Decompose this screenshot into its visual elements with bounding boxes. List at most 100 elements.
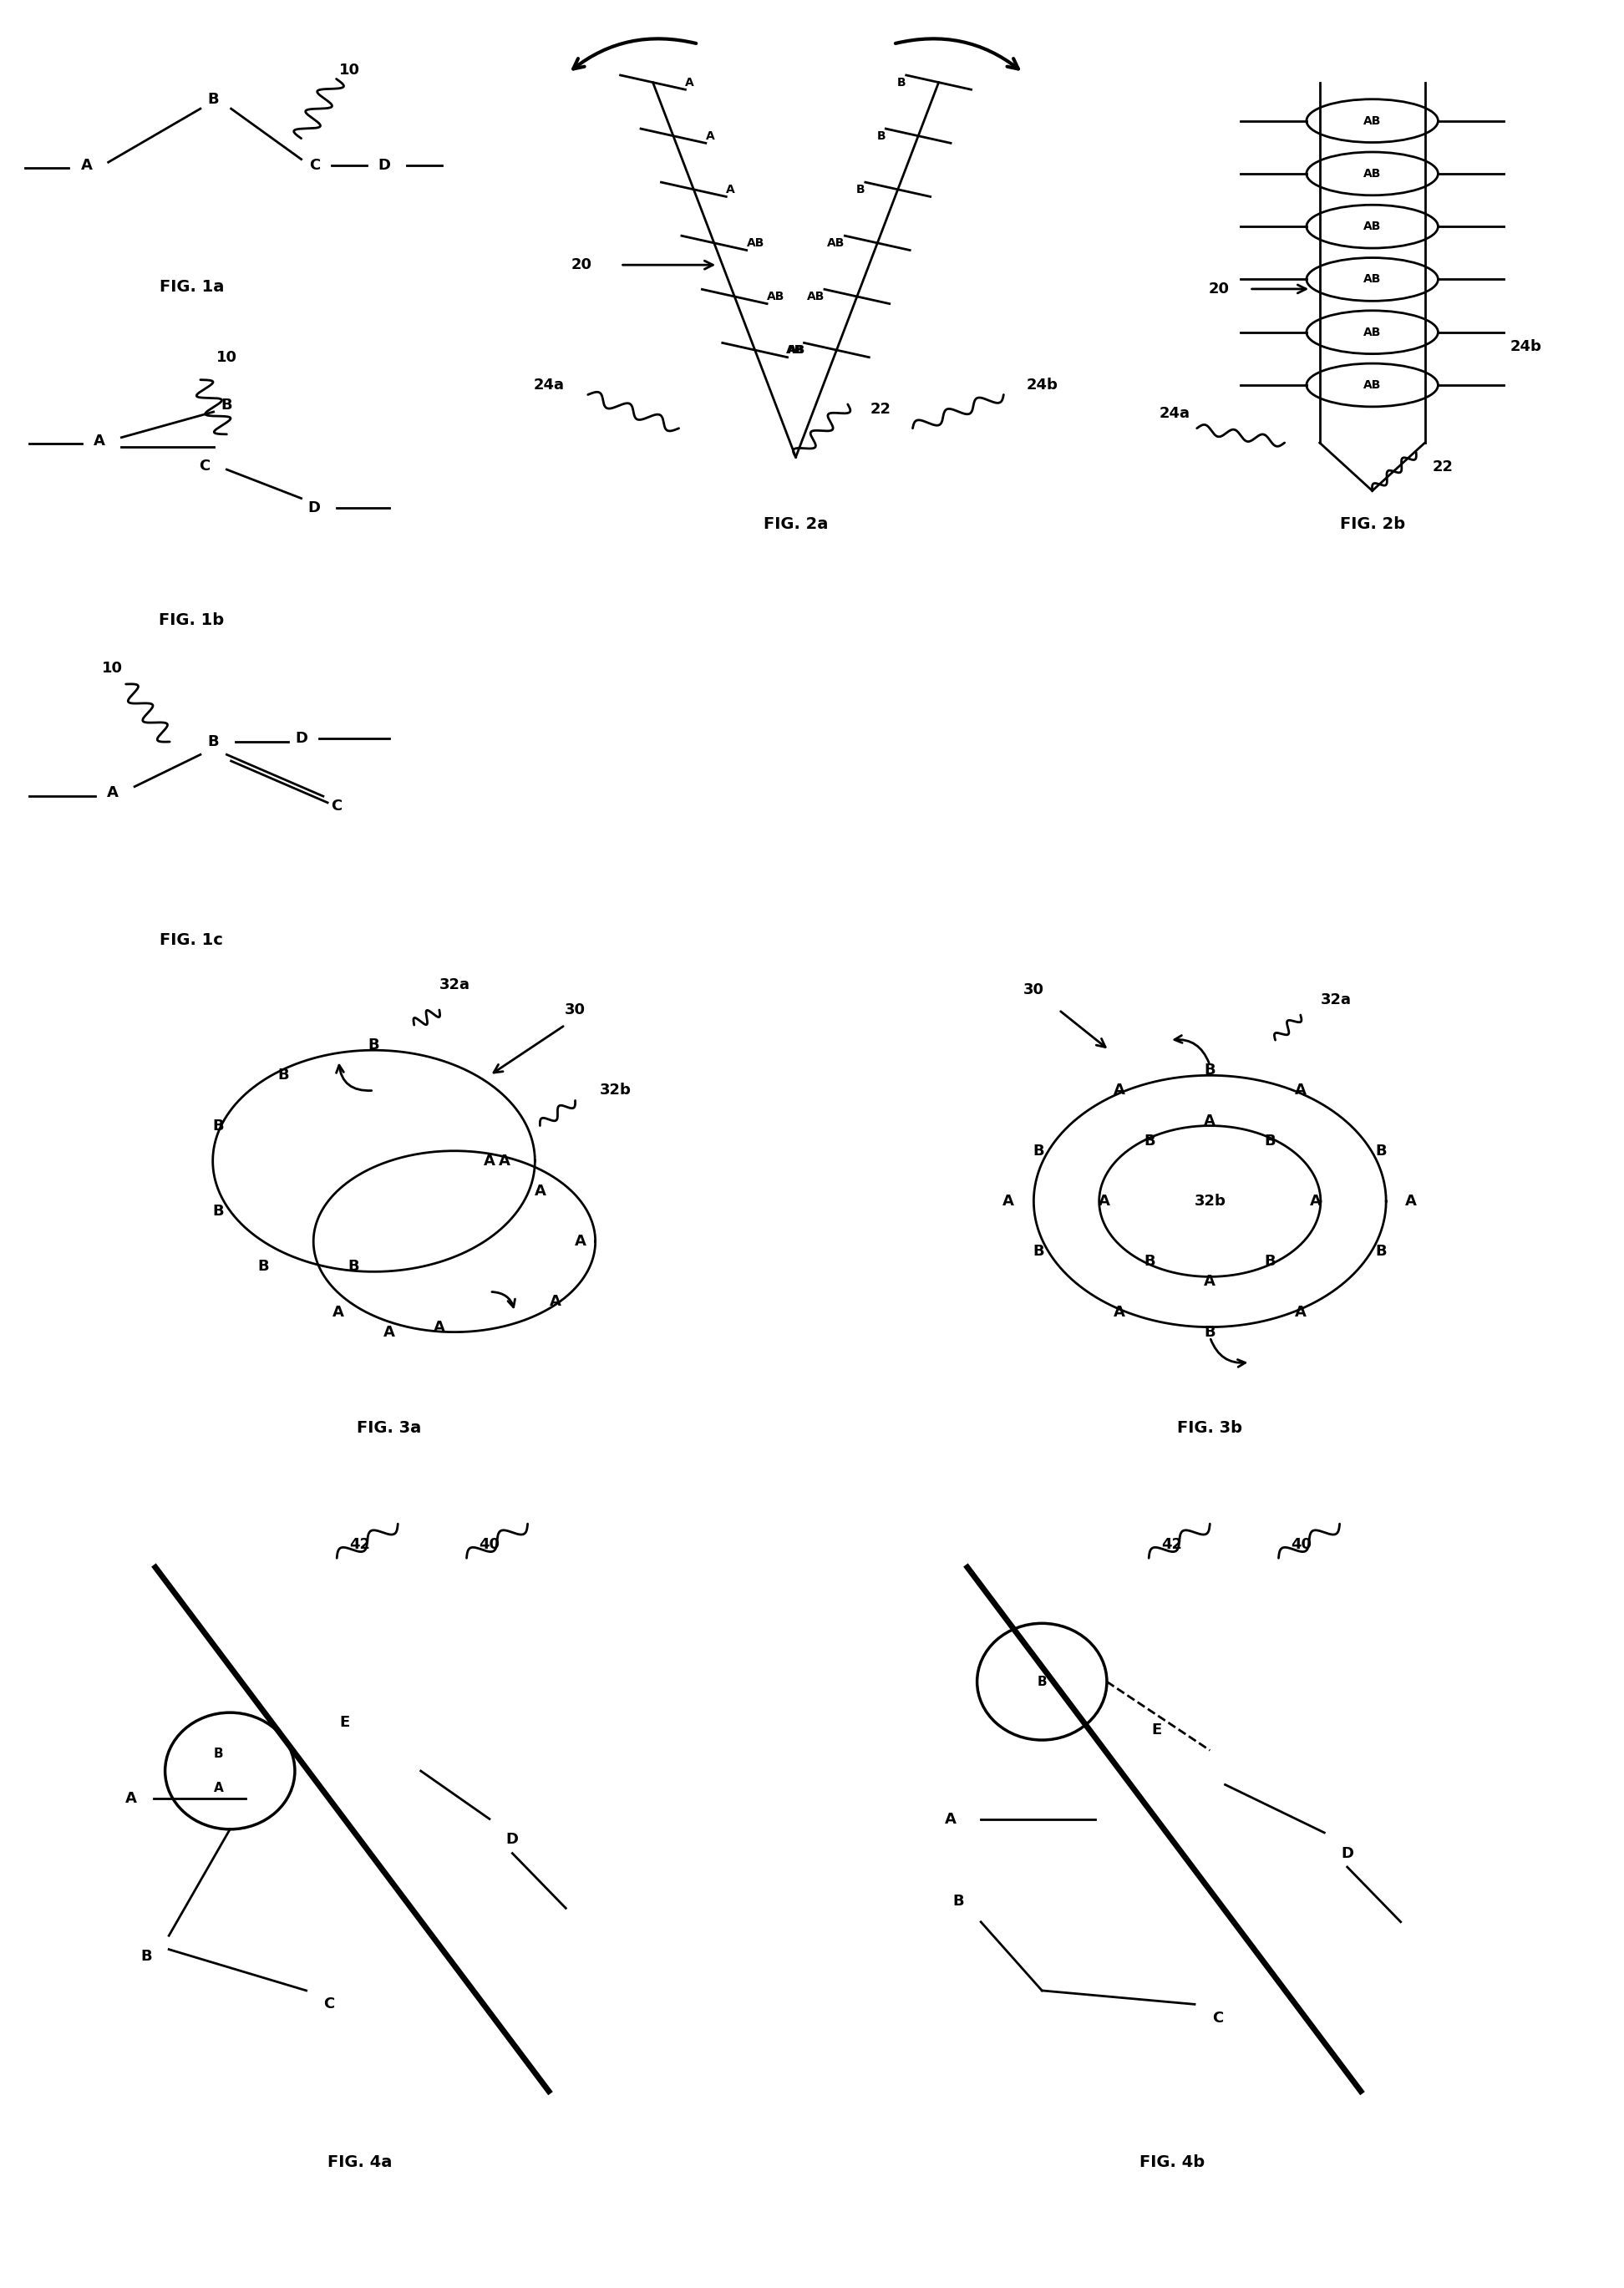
Text: B: B <box>1038 1675 1047 1689</box>
Text: 42: 42 <box>349 1538 370 1551</box>
Text: AB: AB <box>827 238 844 249</box>
Text: B: B <box>278 1068 289 1082</box>
Text: D: D <box>296 732 307 746</box>
Text: B: B <box>1143 1254 1155 1270</box>
Text: C: C <box>1212 2011 1223 2025</box>
Text: A: A <box>1114 1304 1125 1320</box>
Text: A: A <box>685 76 695 89</box>
Text: A: A <box>1405 1194 1418 1208</box>
Text: FIG. 4a: FIG. 4a <box>328 2155 391 2169</box>
Text: 22: 22 <box>1432 460 1453 474</box>
Text: B: B <box>221 398 232 412</box>
Text: B: B <box>258 1258 270 1274</box>
Text: A: A <box>1203 1274 1216 1288</box>
Text: AB: AB <box>1364 275 1380 286</box>
Text: B: B <box>1203 1325 1216 1338</box>
Text: AB: AB <box>1364 327 1380 339</box>
Text: FIG. 1c: FIG. 1c <box>159 934 224 947</box>
Text: FIG. 1b: FIG. 1b <box>159 613 224 627</box>
Text: B: B <box>877 130 885 142</box>
Text: A: A <box>706 130 715 142</box>
Text: A: A <box>214 1782 224 1794</box>
Text: A: A <box>1294 1082 1306 1098</box>
Text: A: A <box>549 1295 560 1309</box>
Text: A: A <box>125 1792 136 1805</box>
Text: 42: 42 <box>1161 1538 1182 1551</box>
Text: B: B <box>348 1258 359 1274</box>
Text: 24b: 24b <box>1026 378 1059 394</box>
Text: B: B <box>140 1949 151 1963</box>
Text: A: A <box>1114 1082 1125 1098</box>
Text: FIG. 4b: FIG. 4b <box>1138 2155 1205 2169</box>
Text: E: E <box>1151 1723 1161 1737</box>
Text: B: B <box>369 1039 380 1052</box>
Text: B: B <box>1033 1144 1044 1158</box>
Text: 24a: 24a <box>533 378 565 394</box>
Text: B: B <box>1265 1254 1276 1270</box>
Text: 40: 40 <box>479 1538 500 1551</box>
Text: A: A <box>383 1325 395 1338</box>
Text: E: E <box>339 1716 349 1730</box>
Text: AB: AB <box>747 238 765 249</box>
Text: D: D <box>1341 1846 1353 1860</box>
Text: D: D <box>507 1833 518 1846</box>
Text: B: B <box>856 183 866 194</box>
Text: AB: AB <box>1364 167 1380 178</box>
Text: C: C <box>323 1997 335 2011</box>
Text: D: D <box>378 158 391 172</box>
Text: B: B <box>1033 1245 1044 1258</box>
Text: 32a: 32a <box>438 977 469 993</box>
Text: FIG. 2b: FIG. 2b <box>1340 517 1405 533</box>
Text: 32b: 32b <box>599 1082 632 1098</box>
Text: A: A <box>945 1812 957 1826</box>
Text: AB: AB <box>1364 220 1380 233</box>
Text: 32a: 32a <box>1320 993 1351 1007</box>
Text: AB: AB <box>767 291 784 302</box>
Text: A: A <box>1002 1194 1015 1208</box>
Text: B: B <box>898 76 906 89</box>
Text: A: A <box>1294 1304 1306 1320</box>
Text: A: A <box>333 1304 344 1320</box>
Text: FIG. 3a: FIG. 3a <box>357 1421 421 1435</box>
Text: A: A <box>726 183 736 194</box>
Text: 10: 10 <box>102 661 123 675</box>
Text: 10: 10 <box>216 350 237 364</box>
Text: B: B <box>1265 1133 1276 1149</box>
Text: C: C <box>331 799 343 812</box>
Text: A: A <box>434 1320 445 1334</box>
Text: B: B <box>952 1894 963 1908</box>
Text: B: B <box>1203 1064 1216 1078</box>
Text: 30: 30 <box>1023 982 1044 998</box>
Text: FIG. 2a: FIG. 2a <box>763 517 828 533</box>
Text: AB: AB <box>807 291 825 302</box>
Text: 24b: 24b <box>1510 339 1541 355</box>
Text: 24a: 24a <box>1160 407 1190 421</box>
Text: A: A <box>499 1153 510 1169</box>
Text: B: B <box>1376 1144 1387 1158</box>
Text: 10: 10 <box>339 62 361 78</box>
Text: A: A <box>81 158 93 172</box>
Text: 32b: 32b <box>1194 1194 1226 1208</box>
Text: AB: AB <box>786 343 804 357</box>
Text: A: A <box>534 1183 546 1199</box>
Text: AB: AB <box>788 343 806 357</box>
Text: 20: 20 <box>572 259 591 272</box>
Text: FIG. 1a: FIG. 1a <box>159 279 224 295</box>
Text: A: A <box>484 1153 495 1169</box>
Text: B: B <box>208 92 219 108</box>
Text: 40: 40 <box>1291 1538 1312 1551</box>
Text: B: B <box>214 1748 224 1759</box>
Text: 20: 20 <box>1208 281 1229 297</box>
Text: 22: 22 <box>870 403 890 416</box>
Text: A: A <box>575 1233 586 1249</box>
Text: FIG. 3b: FIG. 3b <box>1177 1421 1242 1435</box>
Text: C: C <box>309 158 320 172</box>
Text: AB: AB <box>1364 114 1380 126</box>
Text: B: B <box>1143 1133 1155 1149</box>
Text: 30: 30 <box>565 1002 586 1018</box>
Text: C: C <box>200 460 211 474</box>
Text: A: A <box>1203 1114 1216 1128</box>
Text: B: B <box>213 1119 224 1133</box>
Text: B: B <box>1376 1245 1387 1258</box>
Text: B: B <box>213 1203 224 1220</box>
